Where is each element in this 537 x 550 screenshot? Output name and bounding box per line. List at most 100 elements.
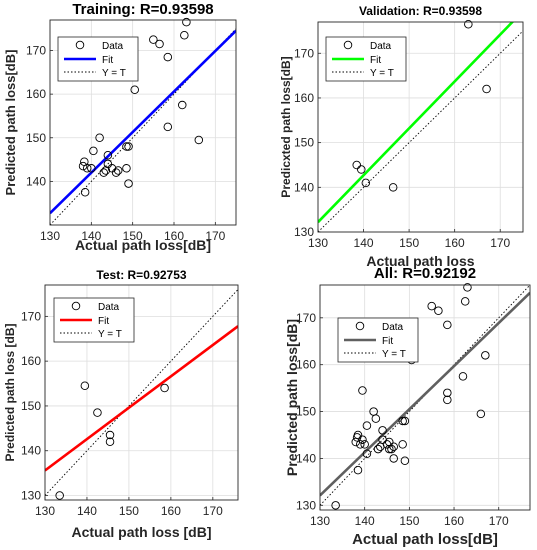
panel-1-legend-data-marker	[75, 40, 85, 50]
panel-2-x-tick-label: 170	[490, 236, 510, 250]
panel-3-data-point	[160, 383, 169, 393]
panel-3-y-tick-label: 160	[21, 354, 41, 368]
panel-4-x-tick-label: 130	[310, 514, 330, 528]
panel-2-x-tick-label: 150	[399, 236, 419, 250]
panel-1-data-point	[122, 164, 131, 173]
panel-4-data-point	[434, 306, 443, 316]
panel-4-data-point	[476, 409, 486, 419]
panel-1-axes-box	[49, 19, 237, 226]
panel-4-data-point	[331, 501, 340, 510]
panel-1-y-tick-label: 140	[26, 174, 46, 188]
panel-1-data-point	[99, 168, 108, 177]
panel-4-data-point	[362, 449, 372, 459]
panel-4-data-point	[360, 440, 369, 449]
panel-4-y-tick-label: 170	[296, 311, 316, 325]
panel-1-data-point	[163, 122, 173, 132]
panel-2-data-point	[482, 84, 491, 94]
panel-2-legend-identity-label: Y = T	[370, 68, 394, 79]
panel-4-y-tick-label: 150	[296, 405, 316, 419]
panel-3-axes-box	[44, 284, 239, 501]
panel-1-data-point	[130, 85, 139, 95]
panel-2-y-tick-label: 140	[294, 180, 314, 194]
panel-1-data-point	[194, 135, 204, 145]
panel-3-data-point	[55, 491, 64, 500]
panel-3-y-tick-label: 170	[21, 309, 41, 323]
panel-4-data-point	[400, 456, 410, 466]
panel-2-title: Validation: R=0.93598	[359, 4, 482, 18]
panel-2-axes-box	[317, 21, 524, 233]
panel-4-x-tick-label: 140	[355, 514, 375, 528]
panel-4-data-point	[463, 283, 472, 292]
panel-3-y-tick-label: 130	[21, 489, 41, 503]
panel-3-title: Test: R=0.92753	[96, 268, 186, 282]
panel-3-y-axis-label: Predicted path loss [dB]	[3, 323, 17, 461]
panel-4-data-point	[362, 421, 372, 430]
panel-1-data-point	[101, 166, 111, 175]
panel-4-x-axis-label: Actual path loss[dB]	[352, 531, 498, 548]
panel-4-y-axis-label: Predicted path loss[dB]	[284, 319, 300, 476]
panel-4-data-point	[358, 435, 367, 444]
panel-2-legend-fit-label: Fit	[370, 55, 381, 66]
panel-4-axes-box	[319, 284, 531, 511]
panel-1-y-tick-label: 160	[26, 87, 46, 101]
panel-4-data-point	[378, 426, 387, 435]
panel-4-data-point	[358, 386, 367, 395]
panel-1-data-point	[80, 157, 89, 167]
panel-4-title: All: R=0.92192	[374, 265, 476, 282]
panel-4-x-tick-label: 150	[399, 514, 419, 528]
panel-4-x-tick-label: 160	[444, 514, 464, 528]
panel-4-data-point	[398, 416, 407, 426]
panel-3-x-tick-label: 130	[35, 504, 55, 518]
panel-3-x-tick-label: 150	[119, 504, 139, 518]
panel-4-data-point	[385, 444, 394, 454]
panel-2-fit-line	[318, 22, 515, 224]
panel-4-data-point	[481, 351, 490, 360]
panel-2-y-tick-label: 160	[294, 91, 314, 105]
panel-4-data-point	[443, 320, 452, 330]
panel-1-data-point	[155, 39, 164, 49]
panel-4-data-point	[389, 454, 398, 463]
panel-1-x-tick-label: 130	[40, 229, 60, 243]
panel-2-y-axis-label: Predicxted path loss[dB]	[279, 56, 293, 197]
panel-2-y-tick-label: 170	[294, 46, 314, 60]
panel-4-y-tick-label: 130	[296, 498, 316, 512]
panel-4-data-point	[373, 444, 383, 454]
panel-2-x-tick-label: 130	[308, 236, 328, 250]
panel-3-legend-fit-label: Fit	[98, 316, 109, 327]
panel-3-fit-line	[45, 325, 238, 472]
panel-2-data-point	[388, 183, 398, 192]
panel-4-fit-line	[320, 291, 530, 497]
panel-1-data-point	[87, 164, 96, 173]
panel-2-y-tick-label: 130	[294, 225, 314, 239]
panel-3-legend-data-marker	[71, 301, 81, 311]
panel-1-x-tick-label: 160	[164, 229, 184, 243]
panel-2-data-point	[361, 178, 371, 188]
panel-3-x-axis-label: Actual path loss [dB]	[71, 524, 211, 540]
panel-1-data-point	[111, 168, 121, 177]
panel-3-data-point	[93, 408, 102, 417]
panel-3-x-tick-label: 140	[77, 504, 97, 518]
panel-3-data-point	[80, 381, 90, 391]
panel-4-data-point	[443, 388, 452, 398]
panel-4-data-point	[460, 297, 470, 306]
panel-3-legend-data-label: Data	[98, 302, 120, 313]
panel-4-y-tick-label: 140	[296, 451, 316, 465]
panel-2-data-point	[357, 165, 366, 174]
panel-1-y-axis-label: Predicted path loss[dB]	[3, 50, 18, 196]
panel-1-legend-identity-label: Y = T	[102, 68, 126, 79]
panel-1-fit-line	[50, 29, 236, 215]
panel-1-identity-line	[50, 28, 236, 225]
panel-1-x-tick-label: 150	[123, 229, 143, 243]
panel-4-data-point	[400, 416, 410, 426]
panel-1-data-point	[80, 188, 90, 197]
panel-1-y-tick-label: 150	[26, 131, 46, 145]
panel-4-data-point	[353, 430, 363, 440]
panel-1-legend-data-label: Data	[102, 41, 124, 52]
panel-1-data-point	[124, 142, 133, 151]
panel-1-data-point	[78, 161, 88, 171]
panel-2-data-point	[464, 19, 473, 29]
panel-1-data-point	[163, 52, 173, 62]
panel-4-data-point	[387, 444, 396, 454]
panel-1-data-point	[124, 179, 133, 188]
